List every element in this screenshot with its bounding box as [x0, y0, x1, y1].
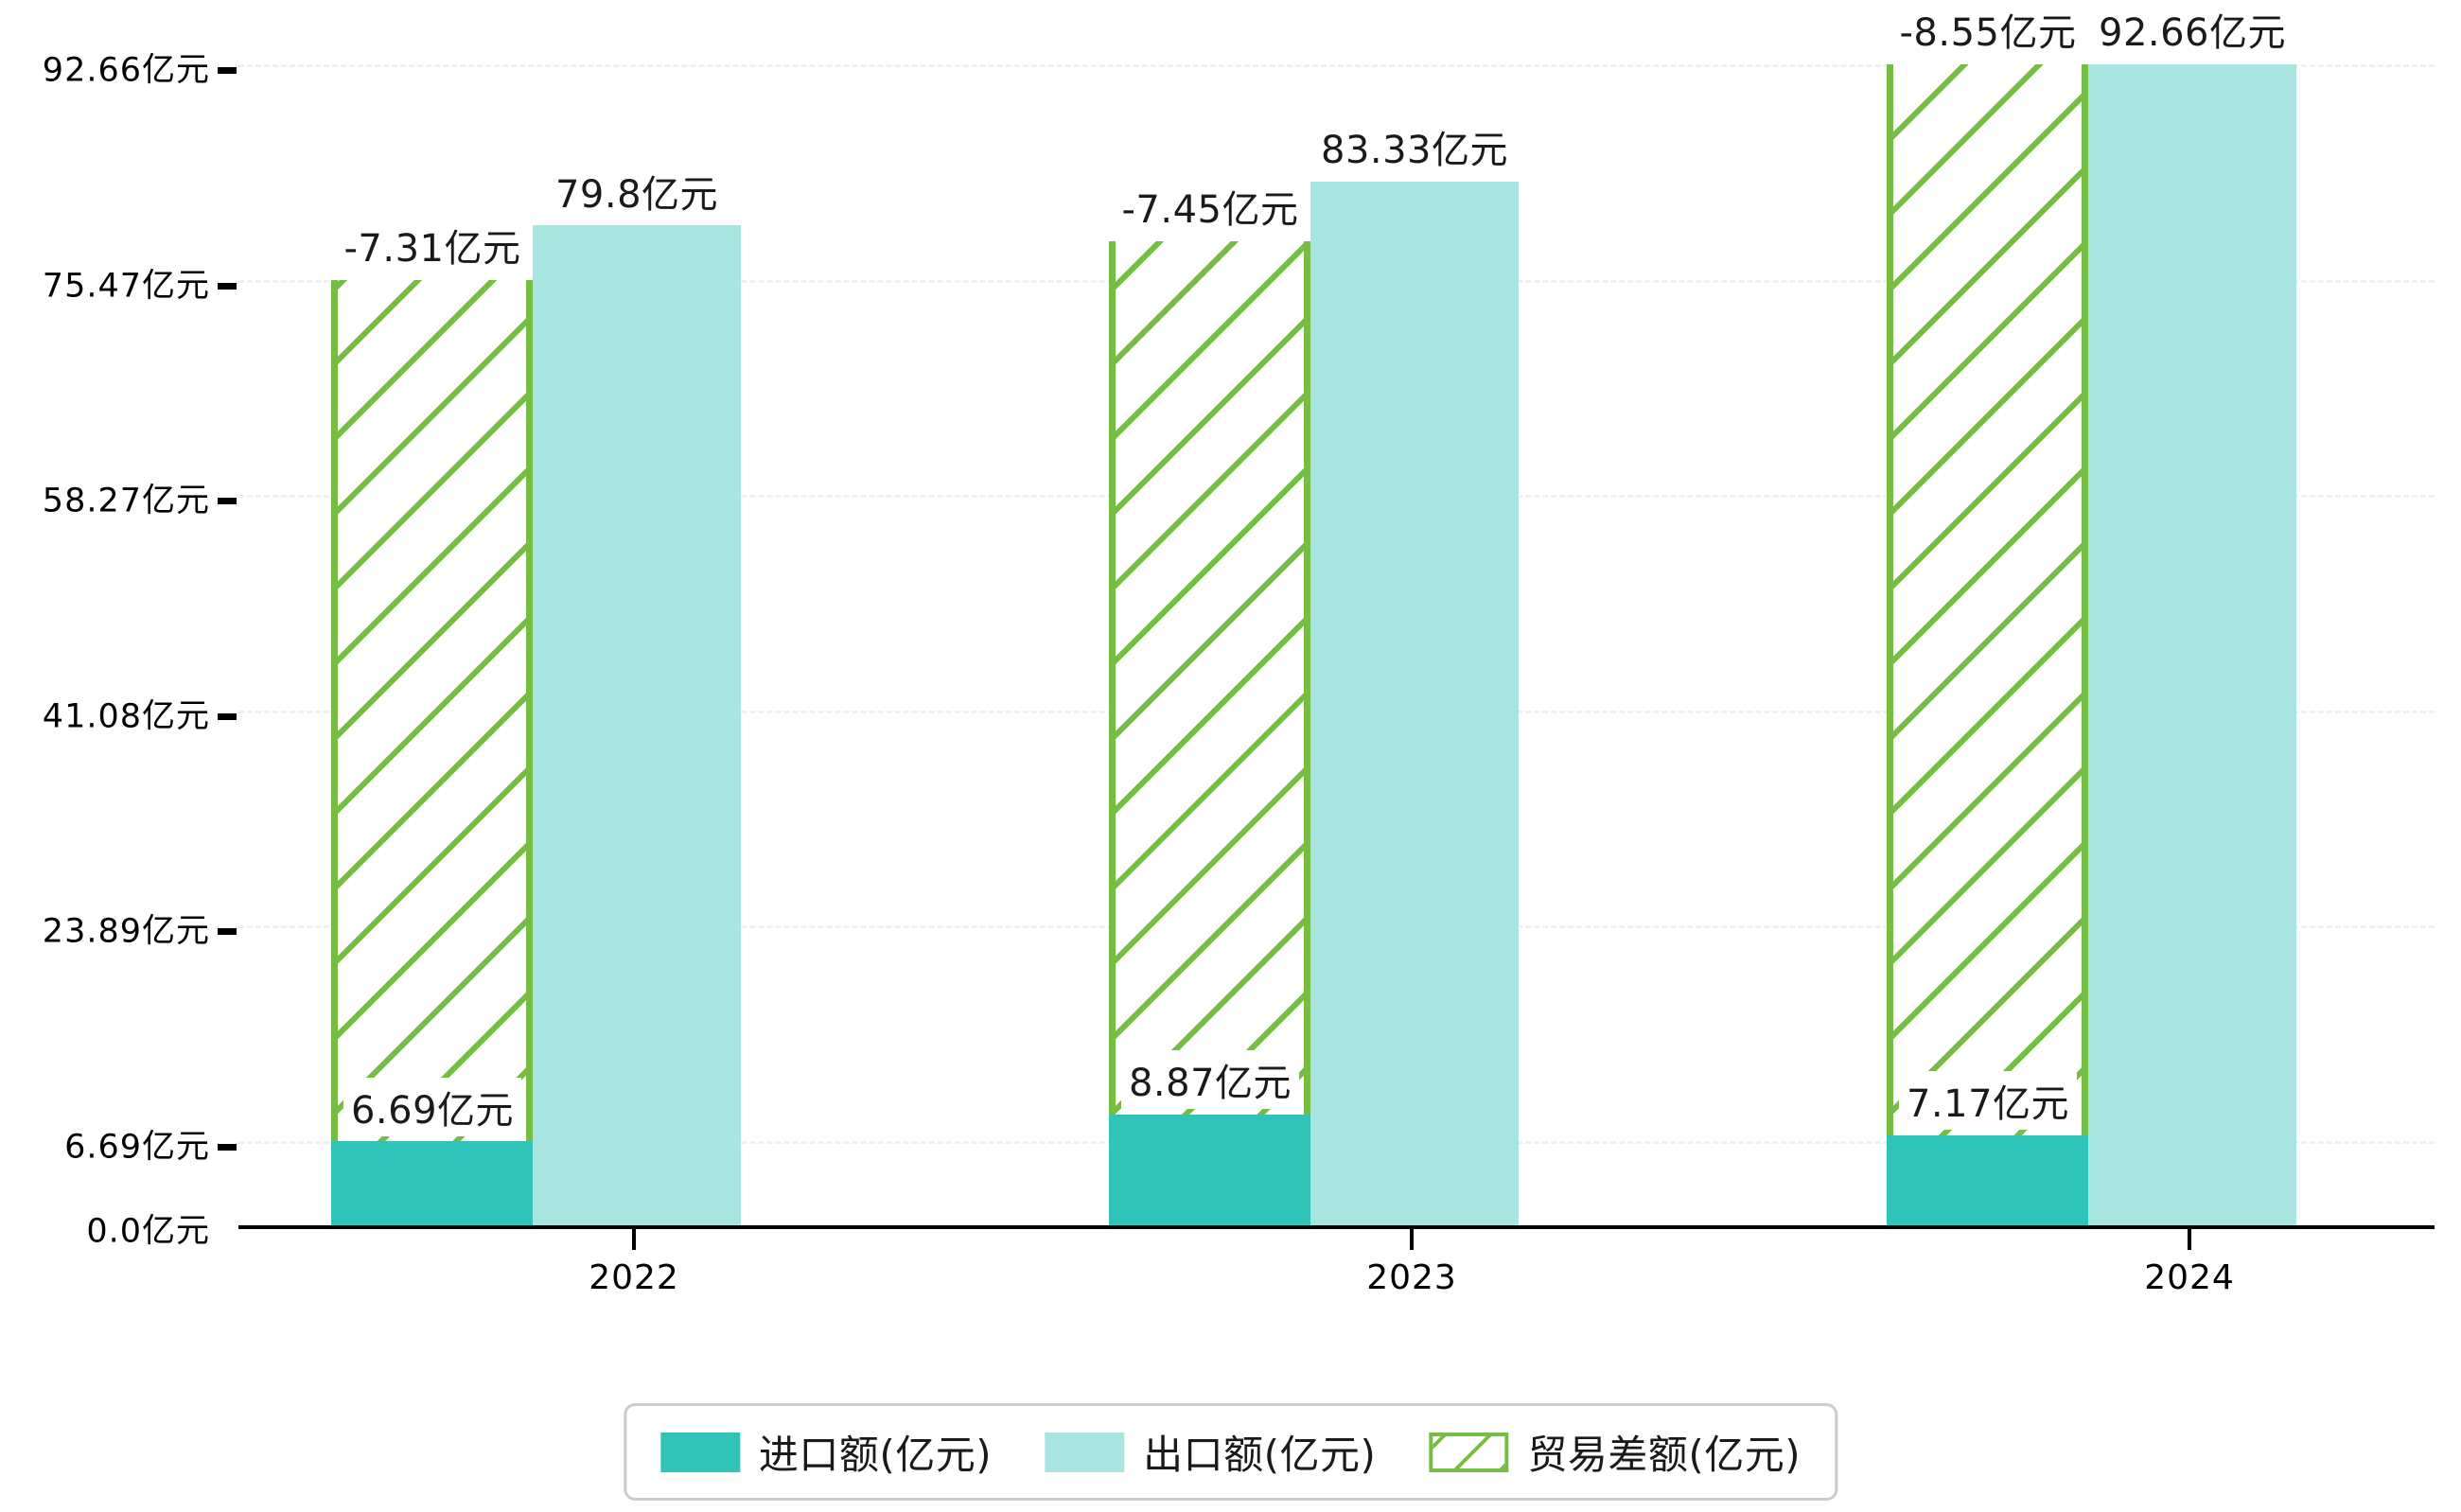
bar-label-balance-2024: -8.55亿元 [1891, 0, 2084, 59]
ytick-label-92-66: 92.66亿元 [42, 51, 210, 90]
bar-label-export-2022: 79.8亿元 [547, 162, 727, 220]
ytick-mark-6-69 [218, 1144, 237, 1151]
legend-swatch-export-icon [1045, 1432, 1125, 1472]
xtick-label-2024: 2024 [2144, 1258, 2235, 1297]
ytick-label-41-08: 41.08亿元 [42, 697, 210, 736]
gridline-92-66: 92.66亿元 [43, 52, 2435, 90]
plot-area: 92.66亿元 75.47亿元 58.27亿元 41.08亿元 23.89亿元 … [43, 0, 2435, 1251]
bar-export-2023[interactable] [1310, 181, 1519, 1225]
bar-label-balance-2023: -7.45亿元 [1114, 177, 1307, 236]
bar-import-2023[interactable] [1109, 1114, 1310, 1225]
ytick-mark-92-66 [218, 67, 237, 74]
legend-label-export: 出口额(亿元) [1143, 1432, 1377, 1478]
gridline-0-0: 0.0亿元 [86, 1213, 2435, 1251]
legend-item-balance[interactable]: 贸易差额(亿元) [1429, 1423, 1801, 1481]
ytick-label-58-27: 58.27亿元 [42, 482, 210, 520]
ytick-mark-23-89 [218, 928, 237, 936]
bar-label-export-2024: 92.66亿元 [2090, 0, 2294, 59]
bar-import-2024[interactable] [1887, 1135, 2088, 1225]
ytick-label-0-0: 0.0亿元 [86, 1212, 210, 1251]
legend-swatch-balance-icon [1429, 1432, 1509, 1472]
bar-label-import-2024: 7.17亿元 [1898, 1071, 2078, 1130]
bar-export-2024[interactable] [2088, 64, 2296, 1225]
bar-label-balance-2022: -7.31亿元 [336, 216, 529, 274]
ytick-mark-41-08 [218, 712, 237, 720]
bar-label-import-2023: 8.87亿元 [1120, 1050, 1300, 1109]
ytick-mark-75-47 [218, 282, 237, 290]
xtick-label-2023: 2023 [1366, 1258, 1457, 1297]
legend-item-import[interactable]: 进口额(亿元) [659, 1423, 993, 1481]
xtick-mark-2022 [632, 1225, 636, 1250]
xtick-mark-2024 [2188, 1225, 2191, 1250]
xtick-mark-2023 [1410, 1225, 1414, 1250]
ytick-mark-58-27 [218, 498, 237, 505]
bar-import-2022[interactable] [331, 1141, 533, 1225]
legend-label-import: 进口额(亿元) [758, 1432, 993, 1478]
chart-legend: 进口额(亿元) 出口额(亿元) 贸易差额(亿元) [623, 1403, 1838, 1501]
bar-label-export-2023: 83.33亿元 [1312, 117, 1517, 176]
bar-balance-2022[interactable] [331, 280, 533, 1225]
legend-swatch-import-icon [659, 1432, 740, 1472]
legend-label-balance: 贸易差额(亿元) [1527, 1432, 1802, 1478]
bar-export-2022[interactable] [533, 225, 741, 1225]
legend-item-export[interactable]: 出口额(亿元) [1045, 1423, 1376, 1481]
ytick-label-6-69: 6.69亿元 [64, 1128, 210, 1167]
ytick-label-75-47: 75.47亿元 [42, 267, 210, 306]
ytick-label-23-89: 23.89亿元 [42, 912, 210, 951]
bar-balance-2024[interactable] [1887, 64, 2088, 1225]
x-axis-line [238, 1225, 2435, 1229]
bar-label-import-2022: 6.69亿元 [343, 1078, 522, 1136]
xtick-label-2022: 2022 [589, 1258, 679, 1297]
